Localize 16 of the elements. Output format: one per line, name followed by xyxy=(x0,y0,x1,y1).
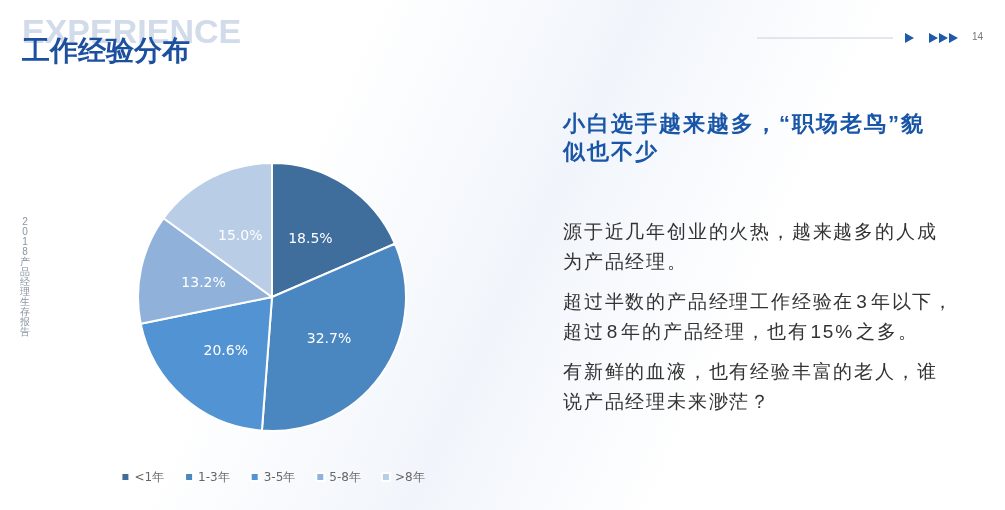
text: 小白选手越来越多，“职场老鸟”貌似也不少 xyxy=(563,110,926,166)
legend-label: 3-5年 xyxy=(263,470,296,484)
text: 有新鲜的血液，也有经验丰富的老人，谁说产品经理未来渺茫？ xyxy=(563,360,939,414)
text: 源于近几年创业的火热，越来越多的人成为产品经理。 xyxy=(563,220,939,274)
text: 超过半数的产品经理工作经验在 3 年以下，超过 8 年的产品经理，也有 15% 之多。 xyxy=(563,290,955,344)
text: 14 xyxy=(972,31,984,42)
legend-label: 1-3年 xyxy=(198,470,230,484)
data-label: 15.0% xyxy=(217,226,263,243)
legend-label: 5-8年 xyxy=(329,470,361,484)
data-label: 20.6% xyxy=(203,341,248,358)
legend-label: >8年 xyxy=(394,470,425,484)
data-label: 13.2% xyxy=(181,274,226,291)
text: 2018产品经理生存报告 xyxy=(20,216,30,337)
legend-label: <1年 xyxy=(134,470,165,484)
data-label: 18.5% xyxy=(288,230,333,247)
data-label: 32.7% xyxy=(306,329,352,346)
